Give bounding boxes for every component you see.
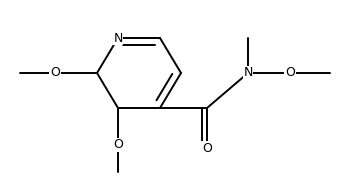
Text: O: O bbox=[285, 66, 295, 79]
Text: O: O bbox=[50, 66, 60, 79]
Text: N: N bbox=[113, 31, 123, 45]
Text: N: N bbox=[243, 66, 253, 79]
Text: O: O bbox=[113, 139, 123, 151]
Text: O: O bbox=[202, 141, 212, 155]
